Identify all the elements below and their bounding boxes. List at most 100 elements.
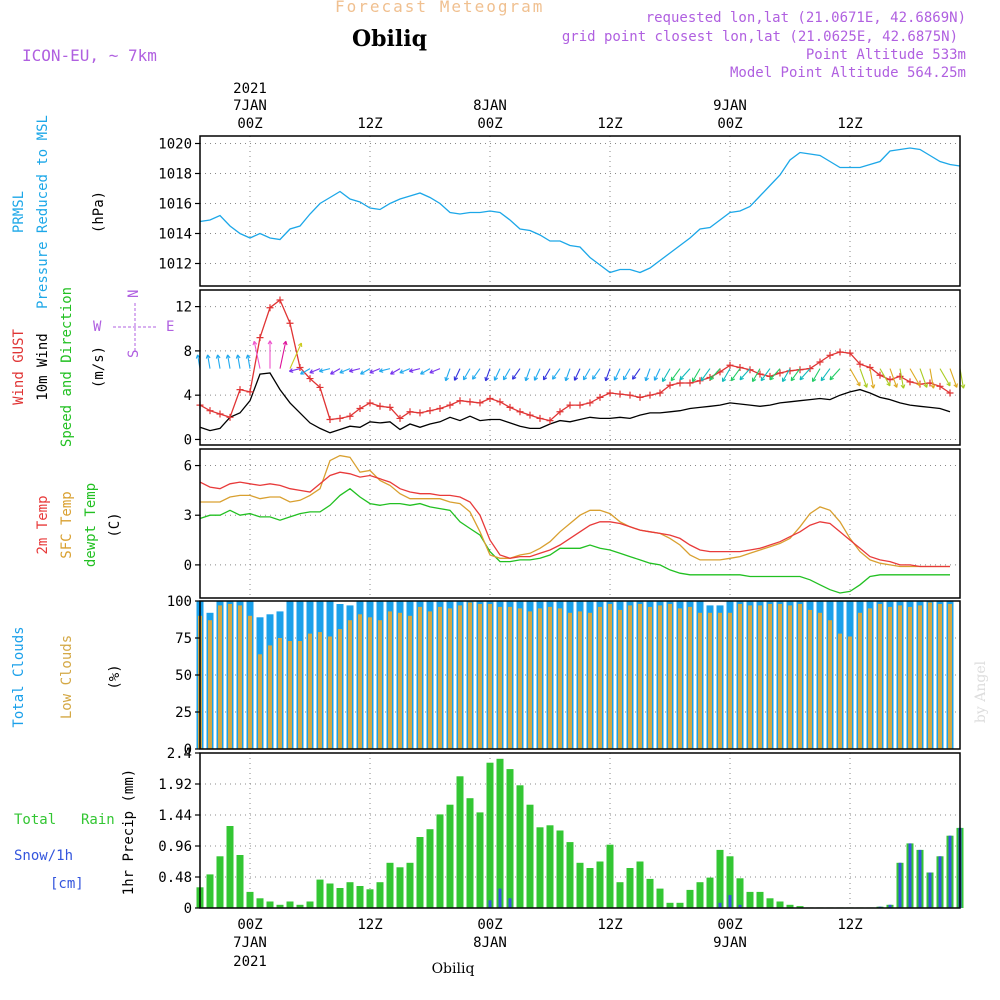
wind-direction-arrow [360, 368, 371, 375]
gust-marker [876, 371, 884, 379]
low-cloud-bar [878, 604, 882, 749]
low-cloud-bar [688, 606, 692, 749]
low-cloud-bar [748, 605, 752, 749]
gust-marker [446, 401, 454, 409]
wind-unit: (m/s) [91, 346, 107, 388]
wind-direction-arrow [869, 368, 876, 389]
wind-direction-arrow [542, 368, 551, 381]
low-cloud-bar [268, 645, 272, 749]
rain-bar [756, 891, 764, 908]
bottom-date-label: 9JAN [713, 935, 747, 951]
wind-10m-label: 10m Wind [35, 333, 51, 400]
rain-bar [356, 886, 364, 908]
gust-marker [806, 365, 814, 373]
low-cloud-bar [738, 604, 742, 749]
rain-bar [666, 902, 674, 908]
low-cloud-bar [898, 605, 902, 749]
low-cloud-bar [888, 606, 892, 749]
rain-bar [646, 878, 654, 908]
precip-y-tick-label: 1.44 [158, 808, 192, 824]
pressure-label-full: Pressure Reduced to MSL [35, 115, 51, 309]
wind-direction-arrow [444, 368, 451, 382]
location-title: Obiliq [352, 26, 428, 52]
temp-frame [199, 448, 961, 599]
low-cloud-bar [438, 606, 442, 749]
low-cloud-bar [728, 612, 732, 749]
gust-marker [736, 364, 744, 371]
wind-direction-arrow [453, 368, 461, 381]
gust-marker [756, 370, 764, 378]
precip-y-tick-label: 0.96 [158, 839, 192, 855]
rain-bar [366, 889, 374, 908]
gust-marker [236, 386, 244, 394]
sfc-temp-line [200, 454, 950, 568]
wind-direction-arrow [493, 368, 501, 381]
temp-unit: (C) [107, 512, 123, 537]
temp-2m-line [199, 471, 950, 568]
wind-direction-arrow [252, 340, 261, 369]
temp-y-tick-label: 0 [184, 558, 192, 574]
clouds-unit: (%) [107, 664, 123, 689]
rain-bar [546, 825, 554, 908]
precip-y-tick-label: 0.48 [158, 870, 192, 886]
gust-marker [826, 351, 834, 359]
gust-marker [516, 408, 524, 416]
axis-labels: 1012101410161018102004812036025507510000… [158, 81, 862, 970]
temperature-panel [199, 454, 950, 594]
wind-direction-arrow [879, 368, 891, 387]
rain-bar [326, 883, 334, 908]
snow-bar [728, 895, 732, 908]
bottom-hour-label: 12Z [597, 917, 622, 933]
gust-marker [496, 398, 504, 406]
gust-marker [896, 372, 904, 380]
precip-frame [199, 752, 961, 909]
wind-direction-arrow [919, 368, 928, 388]
snow-label: Snow/1h [14, 848, 73, 864]
top-hour-label: 00Z [717, 116, 742, 132]
low-cloud-bar [288, 641, 292, 749]
wind-direction-arrow [462, 368, 471, 381]
wind-direction-arrow [889, 368, 898, 388]
snow-bar [738, 904, 742, 908]
gust-marker [846, 349, 854, 357]
gust-marker [906, 378, 914, 386]
gust-marker [366, 399, 374, 407]
low-cloud-bar [708, 612, 712, 749]
low-cloud-bar [218, 605, 222, 749]
wind-direction-arrow [653, 368, 661, 381]
pressure-y-tick-label: 1016 [158, 197, 192, 213]
wind-direction-arrow [799, 368, 811, 381]
wind-direction-arrow [613, 368, 621, 381]
wind-direction-arrow [471, 368, 481, 380]
bottom-hour-label: 12Z [357, 917, 382, 933]
wind-direction-arrow [949, 368, 958, 388]
wind-panel [196, 296, 966, 434]
pressure-frame [199, 135, 961, 287]
low-cloud-bar [698, 612, 702, 749]
wind-direction-arrow [564, 368, 571, 382]
wind-y-tick-label: 0 [184, 432, 192, 448]
wind-direction-arrow [781, 368, 791, 383]
bottom-hour-label: 00Z [477, 917, 502, 933]
precip-axis-label: 1hr Precip (mm) [121, 769, 137, 895]
rain-bar [726, 856, 734, 908]
gust-marker [246, 388, 254, 396]
gust-marker [586, 399, 594, 407]
wind-direction-arrow [939, 368, 951, 387]
low-cloud-bar [598, 606, 602, 749]
low-cloud-bar [458, 605, 462, 749]
low-cloud-bar [378, 620, 382, 749]
gust-marker [316, 383, 324, 391]
rain-bar [626, 868, 634, 908]
rain-bar [396, 867, 404, 908]
rain-bar [786, 904, 794, 908]
gust-marker [286, 319, 294, 327]
clouds-y-tick-label: 75 [175, 631, 192, 647]
compass-north: N [126, 290, 142, 298]
rain-bar [716, 849, 724, 908]
rain-bar [506, 769, 514, 908]
top-hour-label: 00Z [477, 116, 502, 132]
gust-marker [676, 379, 684, 387]
wind-direction-arrow [318, 368, 331, 373]
wind-direction-arrow [420, 368, 431, 375]
